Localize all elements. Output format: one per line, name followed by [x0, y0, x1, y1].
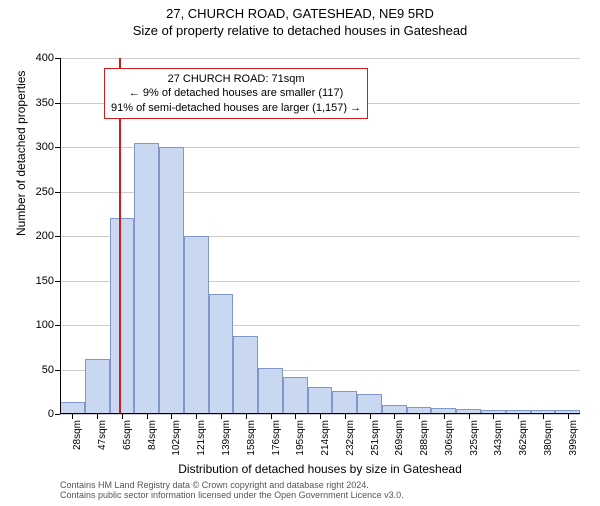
x-tick-label: 399sqm [568, 420, 579, 456]
x-tick-label: 380sqm [543, 420, 554, 456]
y-tick-mark [55, 370, 60, 371]
x-tick-label: 251sqm [370, 420, 381, 456]
histogram-bar [110, 218, 135, 414]
x-tick-mark [419, 414, 420, 419]
x-tick-mark [246, 414, 247, 419]
x-tick-mark [72, 414, 73, 419]
y-tick-mark [55, 192, 60, 193]
x-tick-mark [171, 414, 172, 419]
x-tick-mark [271, 414, 272, 419]
y-tick-label: 0 [14, 408, 54, 420]
annotation-line-2: ← 9% of detached houses are smaller (117… [111, 86, 361, 100]
histogram-bar [85, 359, 110, 414]
y-axis-label: Number of detached properties [14, 71, 28, 236]
y-tick-label: 350 [14, 97, 54, 109]
histogram-bar [258, 368, 283, 414]
x-tick-label: 28sqm [72, 420, 83, 450]
page-title: 27, CHURCH ROAD, GATESHEAD, NE9 5RD [0, 6, 600, 21]
x-tick-label: 139sqm [221, 420, 232, 456]
x-tick-mark [196, 414, 197, 419]
x-tick-label: 214sqm [320, 420, 331, 456]
histogram-bar [332, 391, 357, 414]
y-tick-mark [55, 236, 60, 237]
x-tick-mark [97, 414, 98, 419]
x-tick-label: 121sqm [196, 420, 207, 456]
y-tick-mark [55, 414, 60, 415]
footnote-line-1: Contains HM Land Registry data © Crown c… [60, 480, 580, 490]
histogram-bar [308, 387, 333, 414]
footnote: Contains HM Land Registry data © Crown c… [60, 480, 580, 501]
y-tick-label: 400 [14, 52, 54, 64]
x-tick-mark [345, 414, 346, 419]
x-tick-label: 195sqm [295, 420, 306, 456]
x-tick-label: 362sqm [518, 420, 529, 456]
x-axis-label: Distribution of detached houses by size … [60, 462, 580, 476]
x-tick-mark [394, 414, 395, 419]
y-axis [60, 58, 61, 414]
histogram-bar [159, 147, 184, 414]
x-tick-label: 288sqm [419, 420, 430, 456]
histogram-chart: 27 CHURCH ROAD: 71sqm ← 9% of detached h… [60, 58, 580, 414]
x-tick-label: 306sqm [444, 420, 455, 456]
histogram-bar [283, 377, 308, 414]
y-tick-mark [55, 147, 60, 148]
x-tick-mark [444, 414, 445, 419]
y-tick-mark [55, 103, 60, 104]
y-tick-label: 200 [14, 230, 54, 242]
x-tick-label: 269sqm [394, 420, 405, 456]
x-tick-label: 102sqm [171, 420, 182, 456]
x-tick-mark [568, 414, 569, 419]
annotation-box: 27 CHURCH ROAD: 71sqm ← 9% of detached h… [104, 68, 368, 119]
x-tick-label: 232sqm [345, 420, 356, 456]
plot-area: 27 CHURCH ROAD: 71sqm ← 9% of detached h… [60, 58, 580, 414]
histogram-bar [233, 336, 258, 414]
x-tick-mark [147, 414, 148, 419]
histogram-bar [357, 394, 382, 414]
x-tick-mark [518, 414, 519, 419]
x-tick-label: 176sqm [271, 420, 282, 456]
y-tick-mark [55, 325, 60, 326]
x-tick-mark [543, 414, 544, 419]
y-tick-mark [55, 281, 60, 282]
annotation-line-1: 27 CHURCH ROAD: 71sqm [111, 72, 361, 86]
x-tick-mark [320, 414, 321, 419]
footnote-line-2: Contains public sector information licen… [60, 490, 580, 500]
page-subtitle: Size of property relative to detached ho… [0, 23, 600, 38]
x-tick-mark [295, 414, 296, 419]
x-tick-mark [221, 414, 222, 419]
x-tick-label: 65sqm [122, 420, 133, 450]
y-tick-label: 50 [14, 364, 54, 376]
histogram-bar [209, 294, 234, 414]
x-tick-mark [370, 414, 371, 419]
y-tick-mark [55, 58, 60, 59]
histogram-bar [184, 236, 209, 414]
x-tick-label: 158sqm [246, 420, 257, 456]
x-tick-mark [493, 414, 494, 419]
x-tick-mark [122, 414, 123, 419]
x-tick-label: 325sqm [469, 420, 480, 456]
y-tick-label: 100 [14, 319, 54, 331]
y-tick-label: 250 [14, 186, 54, 198]
annotation-line-3: 91% of semi-detached houses are larger (… [111, 101, 361, 115]
x-tick-label: 47sqm [97, 420, 108, 450]
y-tick-label: 150 [14, 275, 54, 287]
x-tick-label: 343sqm [493, 420, 504, 456]
y-tick-label: 300 [14, 141, 54, 153]
x-tick-mark [469, 414, 470, 419]
x-tick-label: 84sqm [147, 420, 158, 450]
histogram-bar [134, 143, 159, 414]
